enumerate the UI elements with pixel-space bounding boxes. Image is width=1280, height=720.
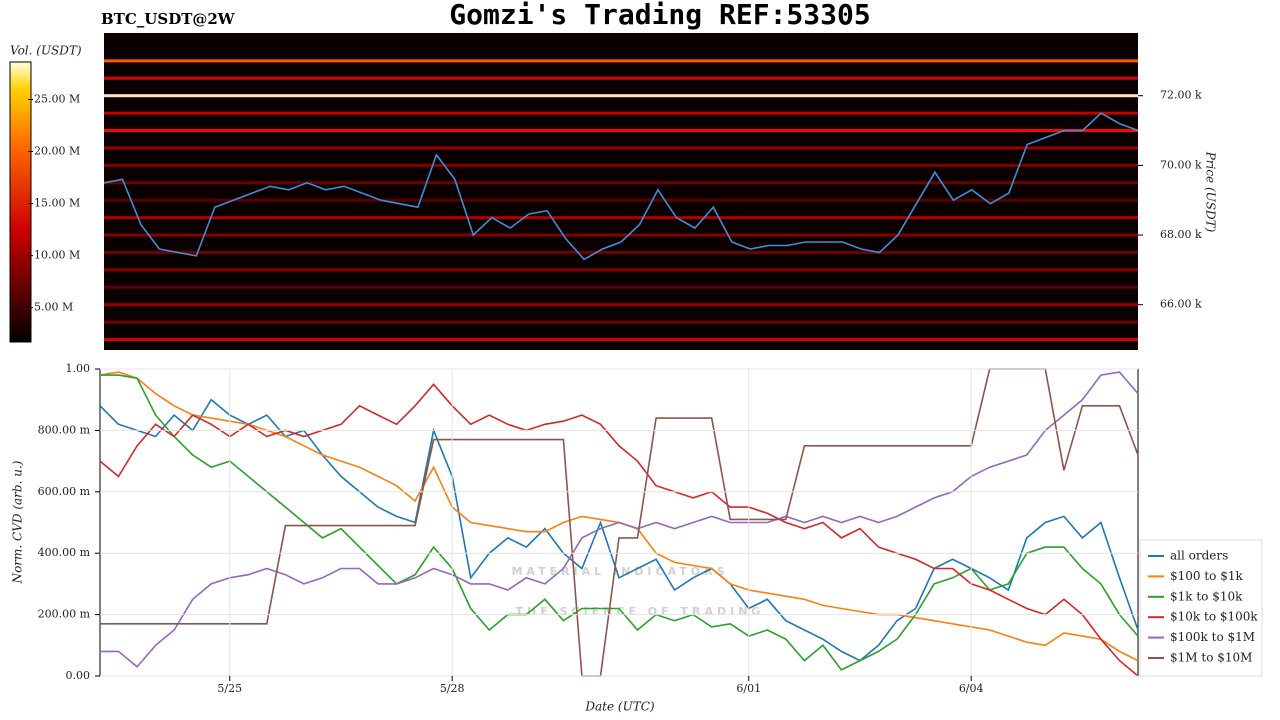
order-band: [104, 198, 1138, 202]
x-tick-label: 6/01: [736, 682, 761, 695]
line-plot: [100, 368, 1139, 677]
legend-label: $100 to $1k: [1170, 569, 1243, 583]
x-tick-label: 5/28: [440, 682, 465, 695]
order-band: [104, 320, 1138, 324]
y-tick-label: 600.00 m: [38, 485, 91, 498]
order-band: [104, 94, 1138, 98]
y-tick-label: 800.00 m: [38, 423, 91, 436]
legend-label: $1k to $10k: [1170, 589, 1243, 603]
order-band: [104, 216, 1138, 220]
legend-label: all orders: [1170, 549, 1228, 563]
y-tick-label: 68.00 k: [1160, 228, 1202, 241]
x-tick-label: 6/04: [959, 682, 984, 695]
colorbar-label: Vol. (USDT): [10, 44, 82, 58]
order-band: [104, 233, 1138, 237]
x-axis-label: Date (UTC): [584, 700, 654, 714]
order-band: [104, 59, 1138, 63]
colorbar-tick-label: 25.00 M: [34, 92, 80, 105]
watermark: MATERIAL INDICATORS: [511, 565, 728, 578]
legend-label: $1M to $10M: [1170, 651, 1252, 665]
y-tick-label: 66.00 k: [1160, 298, 1202, 311]
y-tick-label: 1.00: [66, 362, 91, 375]
colorbar-tick-label: 15.00 M: [34, 197, 80, 210]
series-line: [100, 398, 1139, 662]
series-line: [100, 383, 1139, 677]
order-band: [104, 250, 1138, 254]
order-band: [104, 303, 1138, 307]
order-band: [104, 181, 1138, 185]
heatmap-plot: [104, 59, 1138, 342]
order-band: [104, 285, 1138, 289]
order-band: [104, 129, 1138, 133]
legend: [1139, 539, 1263, 677]
order-band: [104, 111, 1138, 115]
y-tick-label: 72.00 k: [1160, 89, 1202, 102]
colorbar-tick-label: 10.00 M: [34, 249, 80, 262]
page-title: Gomzi's Trading REF:53305: [449, 0, 870, 31]
y-tick-label: 200.00 m: [38, 608, 91, 621]
legend-label: $10k to $100k: [1170, 610, 1258, 624]
y-tick-label: 400.00 m: [38, 546, 91, 559]
colorbar-tick-label: 5.00 M: [34, 301, 73, 314]
y-axis-label: Norm. CVD (arb. u.): [11, 460, 25, 584]
order-band: [104, 338, 1138, 342]
chart-title: BTC_USDT@2W: [101, 10, 236, 28]
price-line: [104, 112, 1138, 261]
order-band: [104, 146, 1138, 150]
colorbar-tick-label: 20.00 M: [34, 145, 80, 158]
series-line: [100, 374, 1139, 671]
watermark-tagline: THE SCIENCE OF TRADING: [516, 605, 765, 618]
colorbar: [9, 61, 32, 343]
heatmap-background: [104, 33, 1138, 350]
series-line: [100, 368, 1139, 677]
order-band: [104, 76, 1138, 80]
y-tick-label: 70.00 k: [1160, 158, 1202, 171]
y-axis-label: Price (USDT): [1204, 151, 1218, 233]
order-band: [104, 268, 1138, 272]
order-band: [104, 163, 1138, 167]
x-tick-label: 5/25: [217, 682, 242, 695]
legend-label: $100k to $1M: [1170, 630, 1255, 644]
y-tick-label: 0.00: [66, 669, 91, 682]
series-line: [100, 371, 1139, 668]
